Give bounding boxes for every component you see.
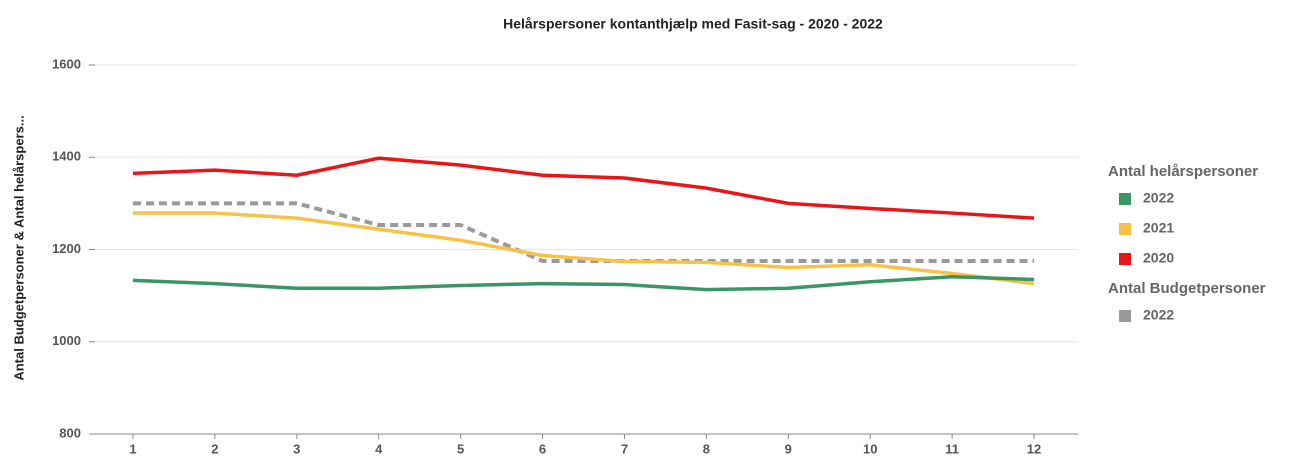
x-tick-label: 6 (539, 441, 546, 456)
x-tick-label: 3 (293, 441, 300, 456)
legend-swatch (1119, 253, 1131, 265)
chart-title: Helårspersoner kontanthjælp med Fasit-sa… (503, 16, 883, 32)
legend-label: 2021 (1143, 220, 1174, 236)
y-tick-label: 1400 (52, 149, 81, 164)
x-tick-label: 1 (129, 441, 136, 456)
x-tick-label: 10 (863, 441, 877, 456)
legend-title: Antal helårspersoner (1108, 163, 1258, 180)
x-tick-label: 2 (211, 441, 218, 456)
legend-label: 2022 (1143, 307, 1174, 323)
x-tick-label: 4 (375, 441, 383, 456)
legend-label: 2022 (1143, 190, 1174, 206)
x-tick-label: 5 (457, 441, 464, 456)
legend-swatch (1119, 223, 1131, 235)
x-tick-label: 9 (785, 441, 792, 456)
x-tick-label: 11 (945, 441, 959, 456)
line (132, 274, 1035, 292)
y-tick-label: 800 (59, 425, 81, 440)
legend-title: Antal Budgetpersoner (1108, 280, 1266, 297)
x-tick-label: 7 (621, 441, 628, 456)
y-tick-label: 1200 (52, 241, 81, 256)
legend-swatch (1119, 310, 1131, 322)
line (132, 211, 1035, 286)
legend-swatch (1119, 193, 1131, 205)
line (132, 156, 1035, 220)
x-tick-label: 8 (703, 441, 710, 456)
y-axis-label: Antal Budgetpersoner & Antal helårspers.… (11, 115, 26, 380)
y-tick-label: 1000 (52, 333, 81, 348)
legend-label: 2020 (1143, 250, 1174, 266)
y-tick-label: 1600 (52, 56, 81, 71)
x-tick-label: 12 (1027, 441, 1041, 456)
line (132, 201, 1035, 264)
